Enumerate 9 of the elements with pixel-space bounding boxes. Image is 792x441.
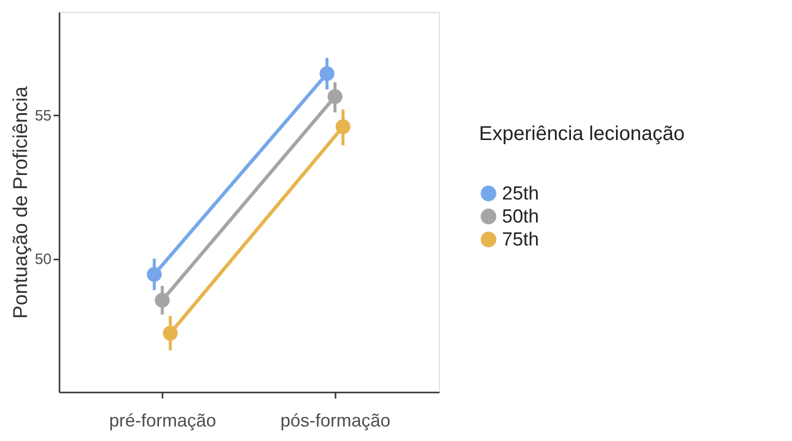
x-tick-label: pós-formação: [280, 410, 390, 430]
y-tick-label: 50: [34, 251, 52, 268]
legend-title: Experiência lecionação: [479, 123, 685, 145]
x-tick-label: pré-formação: [109, 410, 216, 430]
legend-label: 50th: [502, 206, 539, 228]
legend-label: 75th: [502, 230, 539, 250]
legend-label: 25th: [502, 184, 539, 204]
y-tick-label: 55: [34, 108, 52, 125]
y-axis-title: Pontuação de Proficiência: [10, 85, 32, 319]
